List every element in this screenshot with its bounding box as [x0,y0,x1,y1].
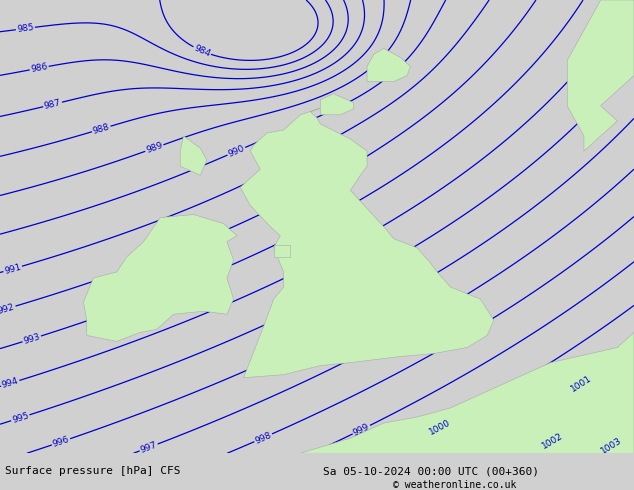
Text: 990: 990 [226,144,246,159]
Text: 999: 999 [352,422,371,438]
Text: 995: 995 [11,411,30,425]
Text: 991: 991 [3,262,22,275]
Text: © weatheronline.co.uk: © weatheronline.co.uk [393,480,517,490]
Text: 988: 988 [92,122,111,136]
Polygon shape [320,94,354,115]
Text: 987: 987 [43,98,62,111]
Text: 998: 998 [254,430,273,445]
Text: 986: 986 [30,62,49,74]
Text: Sa 05-10-2024 00:00 UTC (00+360): Sa 05-10-2024 00:00 UTC (00+360) [323,466,540,476]
Polygon shape [274,245,290,257]
Text: 997: 997 [139,440,158,455]
Text: 996: 996 [51,435,70,449]
Polygon shape [301,332,634,453]
Text: 1001: 1001 [569,373,593,393]
Text: 989: 989 [145,141,164,155]
Text: Surface pressure [hPa] CFS: Surface pressure [hPa] CFS [5,466,181,476]
Text: 984: 984 [192,44,212,58]
Polygon shape [240,106,494,378]
Text: 994: 994 [1,376,20,390]
Text: 992: 992 [0,302,16,316]
Polygon shape [180,136,207,175]
Text: 993: 993 [22,332,41,346]
Text: 1003: 1003 [599,435,623,455]
Polygon shape [567,0,634,151]
Polygon shape [84,215,237,342]
Text: 1000: 1000 [427,418,452,437]
Text: 1002: 1002 [541,432,565,451]
Polygon shape [367,49,410,82]
Text: 985: 985 [16,23,34,34]
